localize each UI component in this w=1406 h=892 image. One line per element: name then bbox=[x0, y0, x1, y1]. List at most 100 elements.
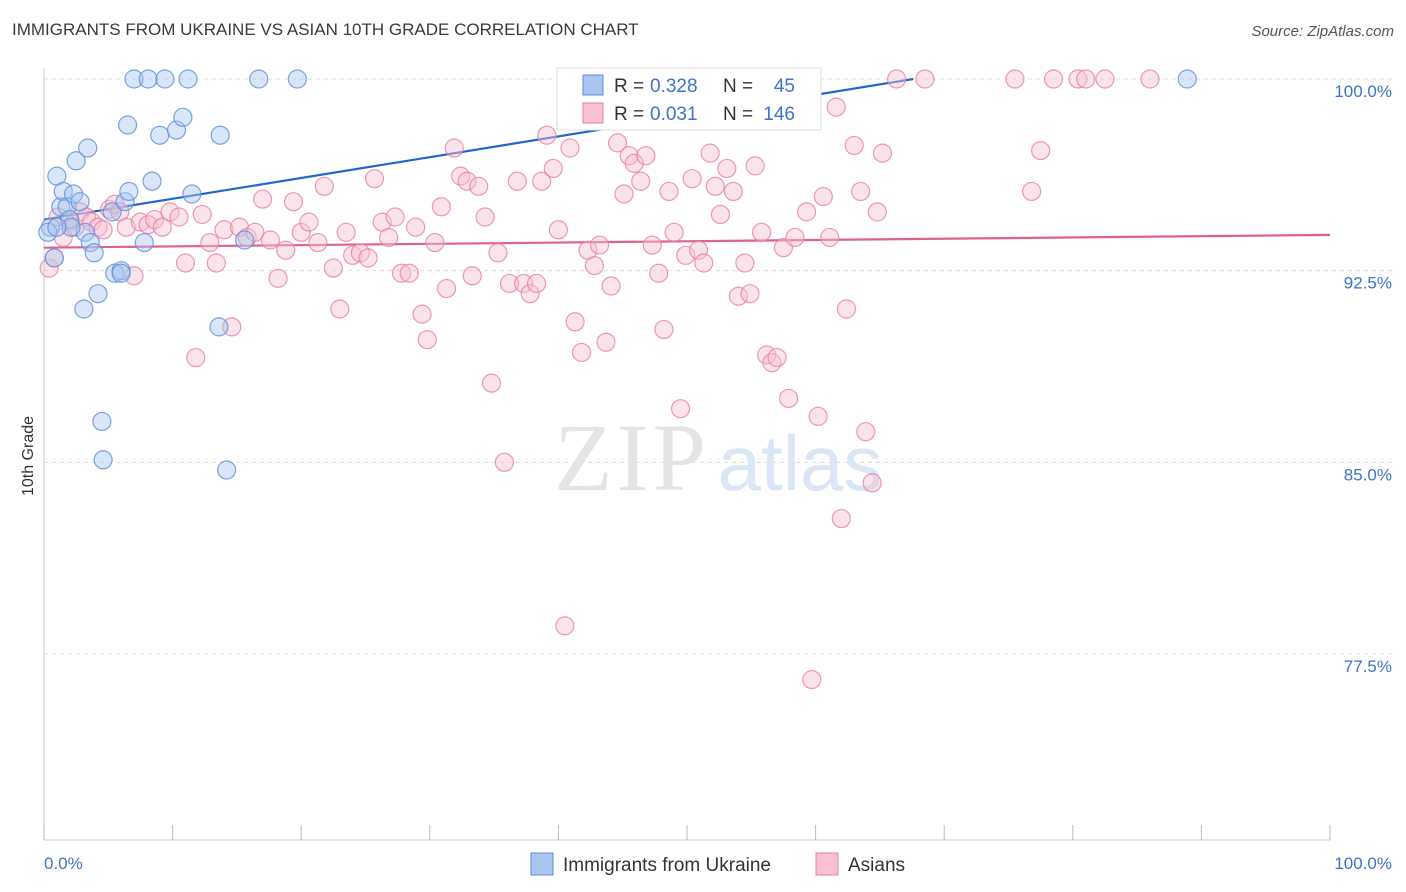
point-asians bbox=[808, 406, 828, 426]
point-asians bbox=[735, 253, 755, 273]
point-ukraine bbox=[111, 263, 131, 283]
point-asians bbox=[507, 171, 527, 191]
x-tick-labels: 0.0% 100.0% bbox=[44, 854, 1392, 873]
legend-swatch bbox=[582, 74, 604, 96]
point-asians bbox=[717, 158, 737, 179]
point-asians bbox=[431, 197, 451, 217]
point-asians bbox=[596, 332, 616, 352]
point-asians bbox=[526, 273, 547, 294]
point-ukraine bbox=[155, 69, 175, 89]
point-asians bbox=[406, 217, 426, 237]
point-asians bbox=[379, 227, 399, 248]
point-ukraine bbox=[138, 69, 158, 89]
point-asians bbox=[1068, 69, 1088, 89]
point-ukraine bbox=[63, 184, 84, 204]
point-asians bbox=[654, 319, 674, 340]
point-asians bbox=[537, 125, 557, 145]
point-ukraine bbox=[61, 217, 81, 237]
point-asians bbox=[358, 248, 378, 268]
chart-title: IMMIGRANTS FROM UKRAINE VS ASIAN 10TH GR… bbox=[12, 20, 639, 39]
point-asians bbox=[323, 258, 343, 278]
point-asians bbox=[138, 215, 158, 235]
trend-line-asians bbox=[43, 233, 1331, 249]
point-ukraine bbox=[75, 222, 95, 242]
point-asians bbox=[688, 240, 709, 260]
point-asians bbox=[192, 204, 212, 225]
legend-n-label: N = bbox=[723, 76, 753, 97]
point-ukraine bbox=[209, 317, 229, 337]
point-ukraine bbox=[38, 222, 58, 242]
point-asians bbox=[555, 616, 575, 636]
point-ukraine bbox=[142, 171, 162, 191]
point-asians bbox=[844, 135, 864, 156]
point-asians bbox=[762, 353, 782, 373]
point-asians bbox=[700, 143, 720, 163]
point-asians bbox=[214, 220, 234, 240]
point-ukraine bbox=[93, 450, 113, 470]
point-asians bbox=[915, 69, 935, 89]
point-asians bbox=[1005, 69, 1025, 89]
point-asians bbox=[130, 212, 151, 232]
point-asians bbox=[399, 263, 419, 283]
point-asians bbox=[785, 227, 805, 248]
legend-r-label: R = bbox=[614, 76, 644, 97]
point-ukraine bbox=[80, 232, 100, 253]
point-asians bbox=[664, 222, 684, 242]
point-asians bbox=[589, 235, 610, 255]
point-ukraine bbox=[210, 125, 230, 145]
point-asians bbox=[436, 278, 457, 299]
point-asians bbox=[836, 299, 857, 319]
legend-n-value: 45 bbox=[774, 76, 795, 97]
point-asians bbox=[1022, 181, 1042, 202]
legend-stats: R = 0.328 N = 45 R = 0.031 N = 146 bbox=[556, 67, 822, 131]
point-ukraine bbox=[74, 299, 94, 319]
point-ukraine bbox=[115, 192, 135, 212]
point-asians bbox=[481, 373, 502, 393]
point-asians bbox=[813, 186, 833, 207]
point-asians bbox=[571, 342, 592, 363]
y-tick-label: 85.0% bbox=[1344, 465, 1392, 484]
point-asians bbox=[451, 166, 471, 186]
point-asians bbox=[152, 217, 172, 237]
point-asians bbox=[116, 217, 136, 237]
point-ukraine bbox=[102, 202, 122, 222]
point-asians bbox=[1076, 69, 1096, 89]
legend-series-label: Immigrants from Ukraine bbox=[563, 855, 771, 876]
point-ukraine bbox=[134, 232, 154, 253]
point-asians bbox=[144, 209, 165, 230]
point-asians bbox=[642, 235, 662, 255]
legend-n-label: N = bbox=[723, 104, 753, 125]
y-tick-label: 92.5% bbox=[1344, 274, 1392, 293]
point-asians bbox=[330, 299, 350, 319]
point-asians bbox=[705, 176, 725, 196]
point-ukraine bbox=[287, 69, 307, 89]
y-axis-label: 10th Grade bbox=[20, 416, 37, 496]
point-asians bbox=[649, 263, 669, 283]
point-asians bbox=[802, 669, 822, 690]
point-ukraine bbox=[119, 181, 139, 202]
point-asians bbox=[206, 253, 226, 273]
point-asians bbox=[548, 220, 569, 240]
source-label: Source: ZipAtlas.com bbox=[1251, 23, 1394, 40]
point-ukraine bbox=[178, 69, 198, 89]
point-asians bbox=[659, 181, 679, 202]
point-ukraine bbox=[217, 460, 237, 480]
point-asians bbox=[676, 245, 696, 265]
point-asians bbox=[229, 217, 250, 237]
point-asians bbox=[565, 312, 585, 332]
point-asians bbox=[872, 143, 893, 163]
point-asians bbox=[601, 276, 621, 296]
point-asians bbox=[520, 284, 540, 304]
legend-series: Immigrants from Ukraine Asians bbox=[530, 852, 905, 876]
point-ukraine bbox=[117, 115, 138, 135]
point-asians bbox=[462, 266, 482, 286]
point-asians bbox=[887, 69, 907, 89]
point-asians bbox=[694, 253, 714, 273]
point-ukraine bbox=[173, 107, 193, 127]
point-ukraine bbox=[1177, 69, 1197, 89]
point-ukraine bbox=[124, 69, 144, 89]
point-asians bbox=[767, 347, 787, 368]
data-points bbox=[38, 69, 1197, 690]
legend-r-label: R = bbox=[614, 104, 644, 125]
point-asians bbox=[268, 268, 288, 288]
